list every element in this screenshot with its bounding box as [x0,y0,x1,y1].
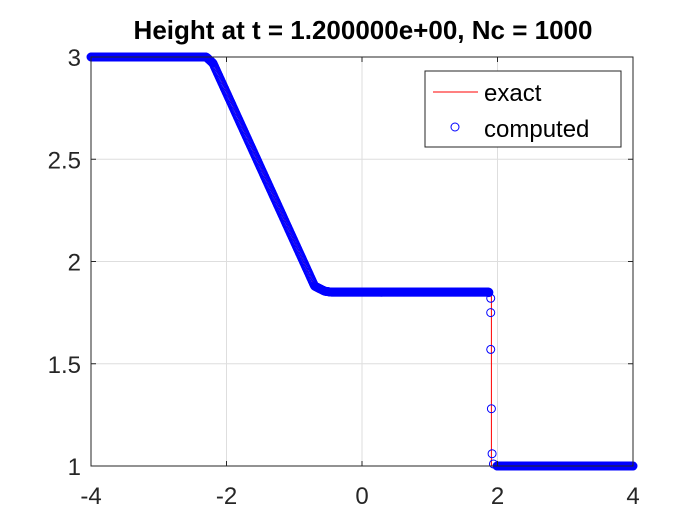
computed-point [486,344,496,354]
x-tick-label: -2 [216,483,237,510]
y-tick-label: 1 [68,454,81,481]
axis-ticks: -4 -2 0 2 4 1 1.5 2 2.5 3 [48,45,640,510]
x-tick-label: 0 [355,483,368,510]
legend-computed-label: computed [484,116,589,143]
y-tick-label: 3 [68,45,81,72]
x-tick-label: -4 [80,483,101,510]
legend: exact computed [424,70,622,148]
y-tick-label: 2.5 [48,147,81,174]
legend-computed-marker [450,122,460,132]
y-tick-label: 1.5 [48,352,81,379]
legend-box [424,70,622,148]
x-tick-label: 4 [626,483,639,510]
computed-point [486,308,496,318]
computed-point [484,287,494,297]
y-tick-label: 2 [68,250,81,277]
legend-exact-label: exact [484,80,542,107]
chart-title: Height at t = 1.200000e+00, Nc = 1000 [134,15,593,45]
x-tick-label: 2 [491,483,504,510]
computed-point [487,449,497,459]
computed-point [486,404,496,414]
computed-point [486,293,496,303]
